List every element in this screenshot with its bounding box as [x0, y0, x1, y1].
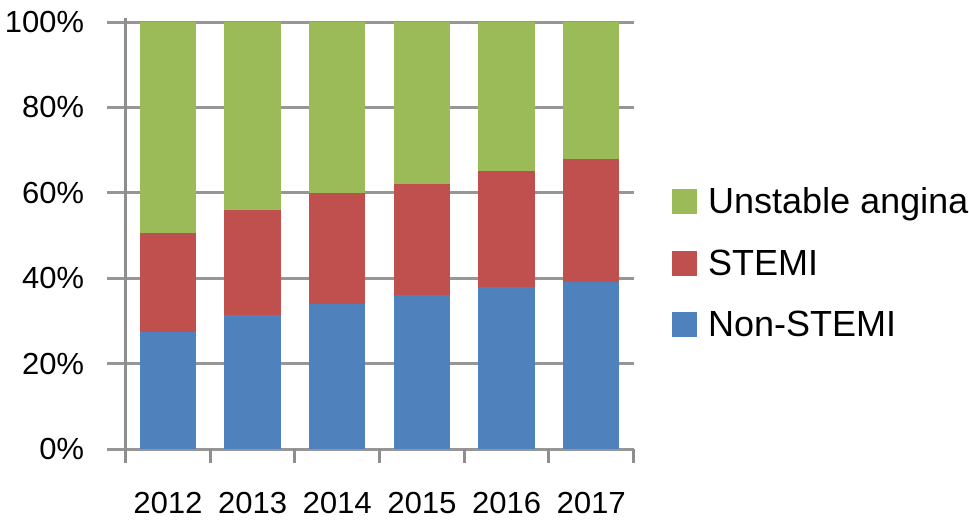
bar-segment-unstable-angina-2016: [478, 22, 535, 172]
gridline: [107, 447, 634, 451]
bar-segment-stemi-2016: [478, 171, 535, 287]
bar-segment-non-stemi-2013: [224, 314, 281, 449]
bar-segment-stemi-2013: [224, 209, 281, 315]
legend-swatch-non-stemi: [672, 311, 697, 337]
gridline: [107, 362, 634, 366]
bar-segment-stemi-2015: [393, 184, 451, 296]
y-axis-line: [124, 18, 127, 463]
bar-segment-unstable-angina-2014: [308, 22, 366, 193]
legend-label: STEMI: [708, 242, 819, 283]
bar-segment-unstable-angina-2015: [393, 22, 451, 185]
bar-segment-non-stemi-2015: [393, 295, 451, 449]
bar-2012: [139, 22, 197, 449]
bar-segment-non-stemi-2014: [308, 303, 366, 449]
x-axis-tick-label: 2014: [302, 485, 372, 520]
y-axis-tick-label: 100%: [4, 4, 84, 39]
y-axis-tick-label: 0%: [39, 431, 84, 466]
y-axis-tick-label: 60%: [21, 174, 84, 210]
x-axis-tick: [293, 449, 297, 463]
y-axis-tick-label: 40%: [21, 260, 84, 296]
bar-2015: [393, 22, 451, 449]
bar-segment-stemi-2014: [308, 192, 366, 304]
bar-segment-non-stemi-2016: [478, 286, 535, 449]
y-axis-tick-label: 80%: [21, 89, 84, 125]
bar-segment-unstable-angina-2012: [139, 22, 197, 234]
x-axis-tick: [632, 449, 635, 463]
x-axis-tick: [462, 449, 466, 463]
bar-segment-non-stemi-2012: [139, 331, 197, 449]
bar-segment-non-stemi-2017: [562, 282, 620, 449]
legend-item-unstable-angina: Unstable angina: [672, 183, 968, 219]
bar-2013: [224, 22, 281, 449]
legend-item-non-stemi: Non-STEMI: [672, 306, 896, 342]
legend-label: Unstable angina: [708, 180, 969, 221]
y-axis-tick-label: 20%: [21, 345, 84, 381]
legend-label: Non-STEMI: [708, 303, 897, 344]
x-axis-tick: [208, 449, 212, 463]
gridline: [107, 20, 634, 24]
x-axis-tick-label: 2015: [387, 485, 457, 520]
bar-2017: [562, 22, 620, 449]
bar-segment-stemi-2012: [139, 233, 197, 332]
x-axis-tick: [378, 449, 381, 463]
legend-swatch-unstable-angina: [672, 188, 697, 214]
bar-2014: [308, 22, 366, 449]
x-axis-tick-label: 2016: [472, 485, 541, 520]
x-axis-tick: [547, 449, 551, 463]
x-axis-tick-label: 2012: [133, 485, 203, 520]
gridline: [107, 105, 634, 109]
bar-segment-stemi-2017: [562, 158, 620, 283]
x-axis-tick-label: 2013: [218, 485, 287, 520]
gridline: [107, 276, 634, 280]
bar-2016: [478, 22, 535, 449]
x-axis-tick: [124, 449, 127, 463]
legend-item-stemi: STEMI: [672, 245, 818, 281]
legend-swatch-stemi: [672, 250, 697, 276]
bar-segment-unstable-angina-2013: [224, 22, 281, 210]
gridline: [107, 191, 634, 195]
x-axis-tick-label: 2017: [556, 485, 626, 520]
bar-segment-unstable-angina-2017: [562, 22, 620, 159]
